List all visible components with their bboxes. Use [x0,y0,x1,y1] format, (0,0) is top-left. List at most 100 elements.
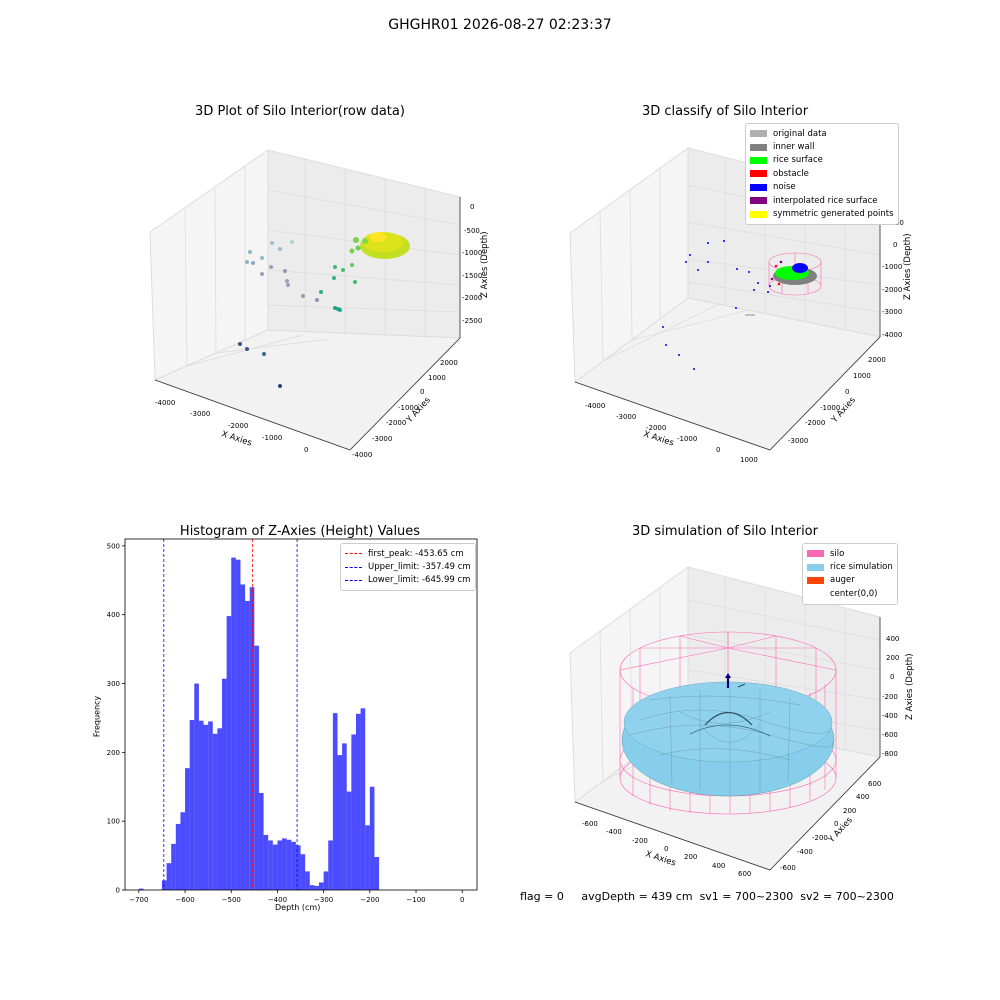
histogram-bar [208,721,213,890]
legend-label: inner wall [773,142,815,153]
empty-swatch-icon [807,590,824,597]
classify-y-tick: -3000 [788,437,808,445]
histogram-bar [360,708,366,890]
legend-item: inner wall [750,140,894,153]
legend-item: noise [750,181,894,194]
histogram-bar [194,683,199,890]
histogram-bar [277,840,283,890]
histogram-bar [305,871,310,890]
y-tick-label: 0 [116,887,120,895]
classify-z-tick: -4000 [882,331,902,339]
swatch-icon [750,143,767,151]
histogram-bar [323,871,329,890]
blue-dashed-line-icon [345,579,362,581]
y-tick-label: 100 [107,818,120,826]
x-tick-label: −700 [129,896,148,904]
histogram-bar [235,559,241,890]
y-tick-label: 500 [107,542,120,550]
legend-item: center(0,0) [807,587,893,600]
raw-x-tick: -1000 [262,434,282,442]
sim-y-tick: -400 [797,848,813,856]
swatch-icon [750,170,767,178]
legend-item: obstacle [750,167,894,180]
classify-z-label: Z Axies (Depth) [903,233,913,300]
raw-z-tick: -2000 [462,294,482,302]
raw-y-tick: -4000 [352,451,372,459]
histogram-bar [319,882,324,890]
legend-label: silo [830,548,845,559]
raw-3d-axes [149,149,462,451]
raw-y-tick: -1000 [398,404,418,412]
simulation-legend: silo rice simulation auger center(0,0) [802,543,898,605]
legend-item: symmetric generated points [750,207,894,220]
legend-item: silo [807,547,893,560]
status-footer: flag = 0 avgDepth = 439 cm sv1 = 700~230… [520,890,894,903]
legend-label: rice surface [773,155,823,166]
sim-z-tick: -600 [882,731,898,739]
histogram-bar [212,733,218,890]
swatch-icon [750,130,767,138]
y-tick-label: 200 [107,749,120,757]
histogram-bar [240,584,246,890]
swatch-icon [750,183,767,191]
legend-label: noise [773,182,796,193]
swatch-icon [750,197,767,205]
histogram-bar [138,888,144,890]
x-tick-label: −600 [175,896,194,904]
classify-x-tick: -2000 [646,424,666,432]
blue-dashed-line-icon [345,566,362,568]
sim-y-tick: -600 [780,864,796,872]
legend-item: auger [807,574,893,587]
swatch-icon [750,156,767,164]
classify-y-tick: -1000 [820,404,840,412]
sim-z-tick: -400 [882,712,898,720]
legend-item: interpolated rice surface [750,194,894,207]
classify-z-tick: -1000 [882,263,902,271]
classify-z-tick: -2000 [882,286,902,294]
raw-z-tick: -500 [464,227,480,235]
sim-x-tick: 0 [664,845,668,853]
sim-y-tick: 400 [856,793,869,801]
histogram-bar [180,812,186,890]
simulation-panel-title: 3D simulation of Silo Interior [632,524,818,539]
sim-z-tick: 0 [890,673,894,681]
classify-x-tick: -1000 [677,435,697,443]
legend-item: rice surface [750,154,894,167]
raw-z-tick: -2500 [462,317,482,325]
sim-x-tick: 200 [684,853,697,861]
legend-label: original data [773,128,827,139]
histogram-bar [346,791,352,890]
legend-label: first_peak: -453.65 cm [368,548,464,559]
classify-x-tick: -3000 [616,413,636,421]
raw-x-tick: -2000 [228,422,248,430]
histogram-bar [365,825,370,890]
histogram-bar [295,845,301,890]
raw-y-tick: -2000 [386,419,406,427]
auger-marker [725,673,746,688]
x-tick-label: −200 [360,896,379,904]
legend-label: rice simulation [830,562,893,573]
y-tick-label: 400 [107,611,120,619]
histogram-bar [231,557,236,890]
histogram-bar [272,844,278,890]
histogram-bar [374,856,380,890]
sim-y-tick: 200 [843,807,856,815]
swatch-icon [807,563,824,571]
legend-label: interpolated rice surface [773,195,878,206]
sim-z-tick: -200 [882,693,898,701]
histogram-bar [217,728,223,890]
x-tick-label: −400 [268,896,287,904]
figure-title: GHGHR01 2026-08-27 02:23:37 [388,17,612,33]
classify-point-cloud [662,240,822,370]
sim-z-tick: 400 [886,635,899,643]
raw-z-tick: -1500 [462,272,482,280]
histogram-bar [166,863,172,890]
flag-value: flag = 0 [520,890,564,903]
sim-x-tick: -600 [582,820,598,828]
histogram-bar [189,720,195,890]
red-dashed-line-icon [345,553,362,555]
histogram-bar [254,645,259,890]
swatch-icon [750,210,767,218]
legend-item: Lower_limit: -645.99 cm [345,574,471,587]
sim-y-tick: -200 [812,834,828,842]
